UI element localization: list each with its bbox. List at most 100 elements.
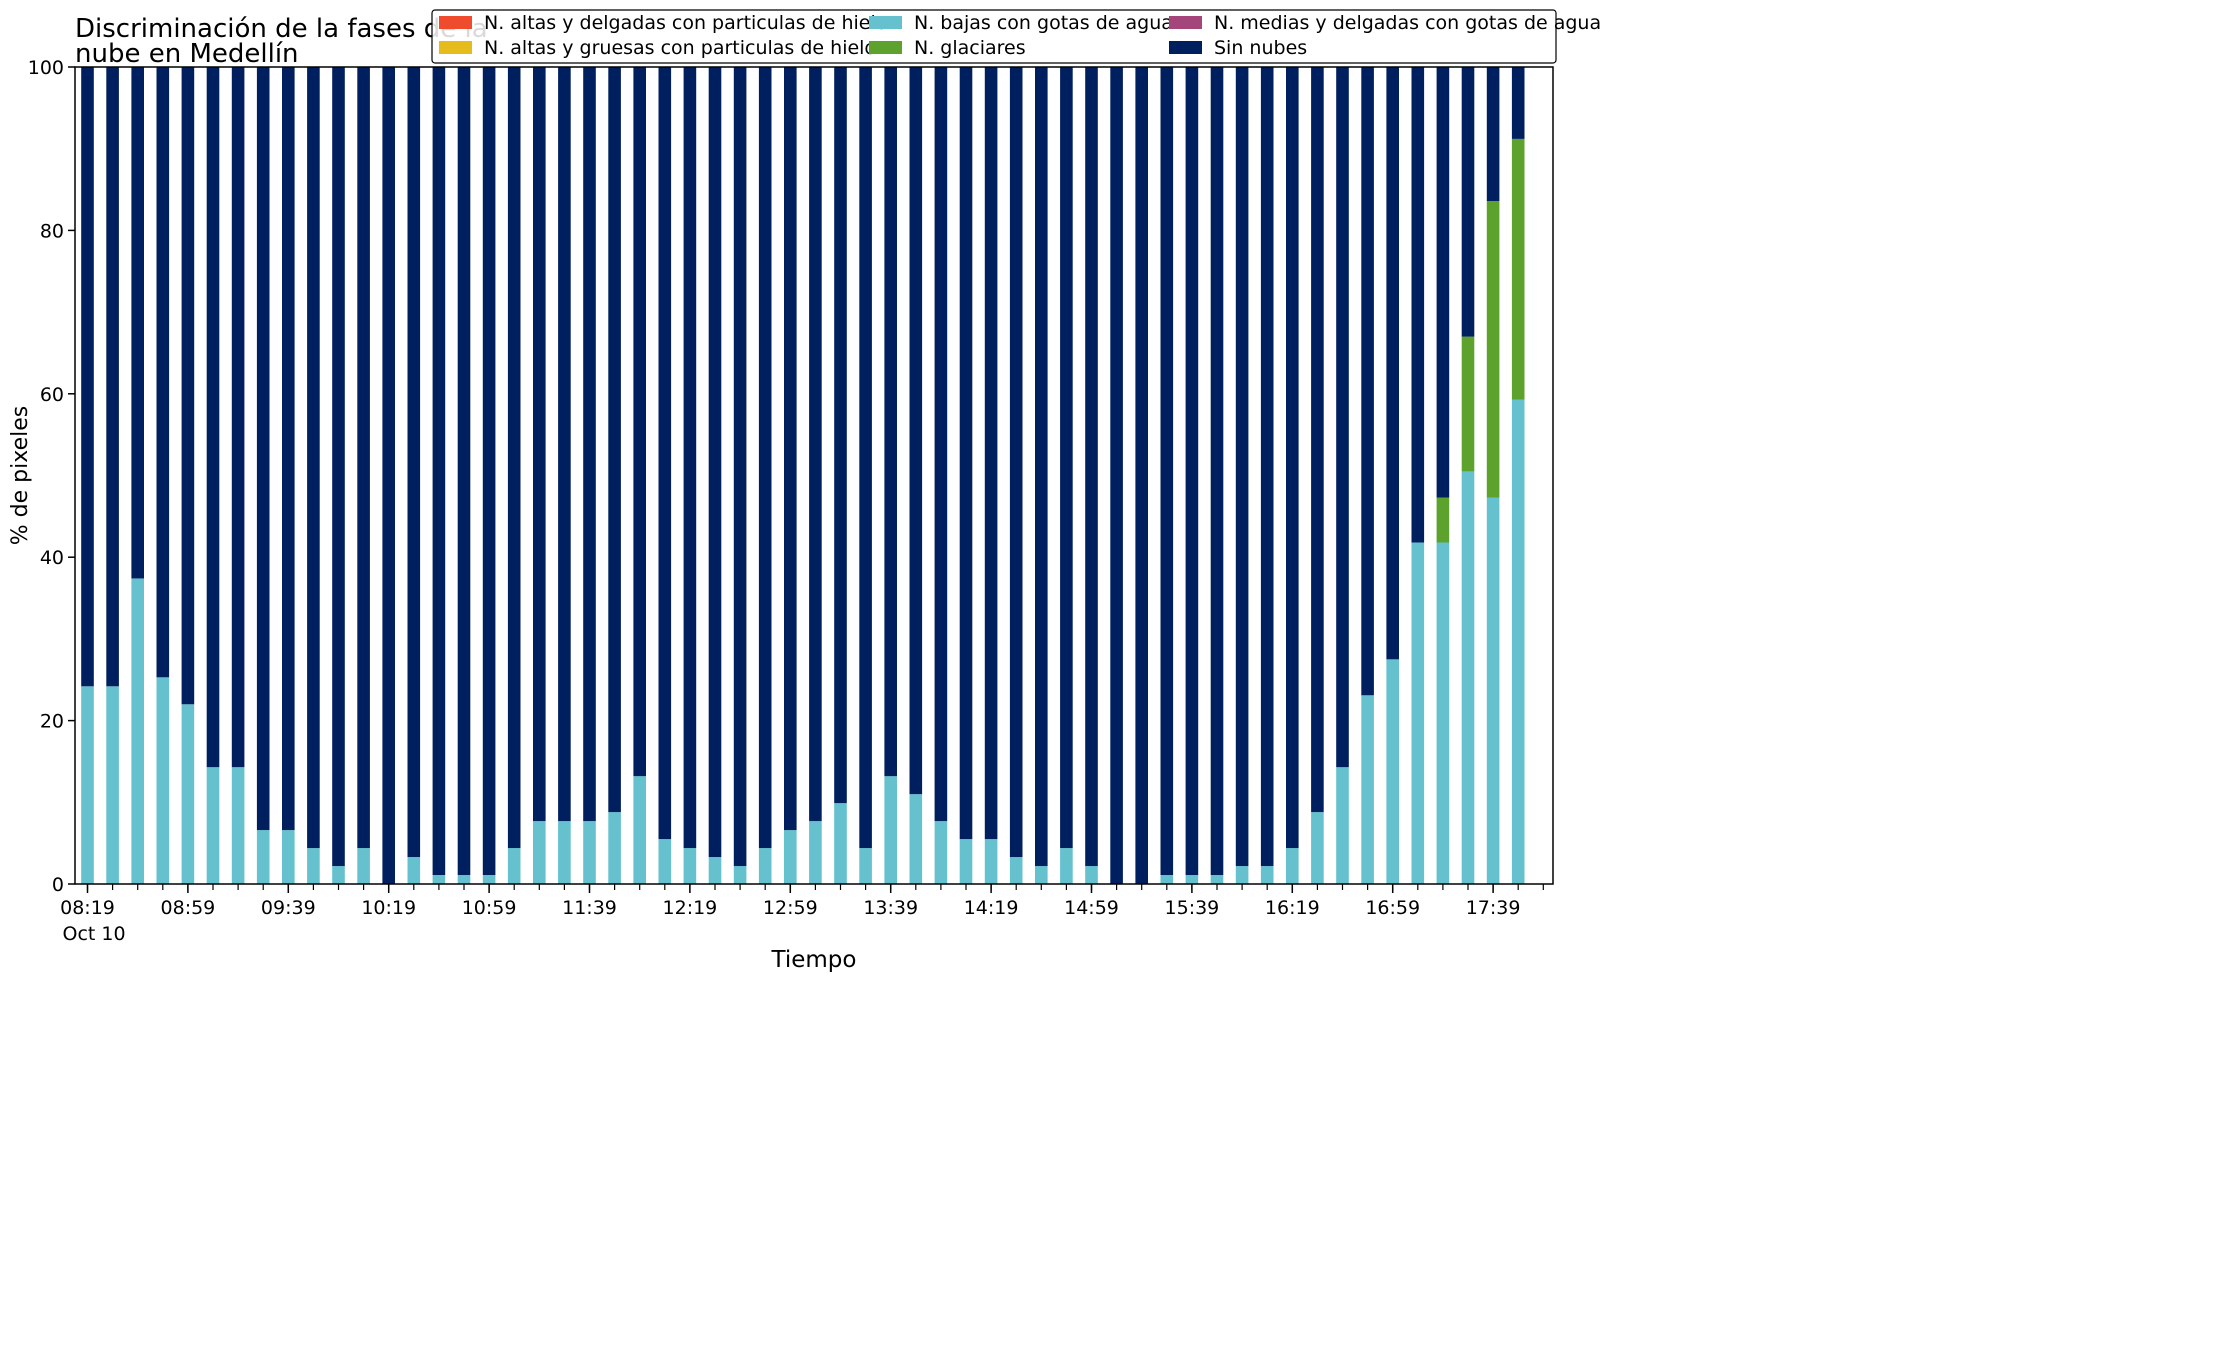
bar-sin_nubes-29	[809, 67, 822, 822]
bar-bajas-46	[1235, 866, 1249, 884]
y-axis-label: % de pixeles	[8, 406, 33, 545]
y-axis: 0 20 40 60 80 100	[28, 57, 75, 896]
bar-bajas-33	[909, 794, 923, 884]
y-tick-label-0: 0	[52, 874, 64, 896]
bar-bajas-11	[357, 848, 370, 884]
x-tick-label-7: 12:59	[763, 897, 818, 919]
bar-sin_nubes-2	[131, 67, 144, 579]
legend-entry-5: Sin nubes	[1169, 37, 1307, 59]
bar-bajas-45	[1210, 875, 1224, 884]
bar-sin_nubes-26	[733, 67, 747, 867]
bar-sin_nubes-17	[507, 67, 521, 849]
bar-sin_nubes-23	[658, 67, 672, 840]
x-tick-label-12: 16:19	[1265, 897, 1320, 919]
bar-sin_nubes-14	[432, 67, 446, 876]
bar-sin_nubes-39	[1060, 67, 1073, 849]
x-tick-label-13: 16:59	[1365, 897, 1420, 919]
legend: N. altas y delgadas con particulas de hi…	[431, 9, 1601, 64]
bar-sin_nubes-31	[859, 67, 872, 849]
bar-sin_nubes-20	[583, 67, 596, 822]
bar-sin_nubes-35	[959, 67, 973, 840]
bar-sin_nubes-55	[1461, 67, 1475, 337]
bar-bajas-15	[457, 875, 471, 884]
bar-sin_nubes-52	[1386, 67, 1399, 660]
bar-sin_nubes-11	[357, 67, 370, 849]
x-tick-label-9: 14:19	[964, 897, 1019, 919]
bar-bajas-53	[1411, 542, 1425, 884]
bar-bajas-52	[1386, 659, 1399, 884]
bar-glaciares-57	[1511, 138, 1525, 400]
bar-bajas-37	[1009, 857, 1023, 884]
bar-bajas-49	[1311, 812, 1324, 884]
bar-sin_nubes-44	[1185, 67, 1199, 876]
y-tick-label-60: 60	[40, 384, 64, 406]
bar-sin_nubes-33	[909, 67, 923, 795]
bar-bajas-4	[181, 704, 195, 884]
legend-entry-3: N. glaciares	[869, 37, 1026, 59]
bar-sin_nubes-51	[1361, 67, 1374, 696]
bar-sin_nubes-38	[1035, 67, 1048, 867]
bar-bajas-25	[708, 857, 722, 884]
bar-sin_nubes-1	[106, 67, 119, 687]
bar-bajas-16	[482, 875, 496, 884]
bar-sin_nubes-4	[181, 67, 195, 705]
bar-bajas-20	[583, 821, 596, 884]
bar-sin_nubes-49	[1311, 67, 1324, 813]
bar-sin_nubes-45	[1210, 67, 1224, 876]
bar-sin_nubes-22	[633, 67, 646, 777]
legend-swatch-4	[1169, 16, 1202, 29]
bar-bajas-28	[784, 830, 797, 884]
bar-sin_nubes-48	[1286, 67, 1299, 849]
bar-bajas-51	[1361, 695, 1374, 884]
bar-bajas-0	[81, 686, 94, 884]
y-tick-label-40: 40	[40, 547, 64, 569]
x-tick-label-4: 10:59	[462, 897, 517, 919]
x-tick-label-3: 10:19	[361, 897, 416, 919]
bar-bajas-18	[533, 821, 546, 884]
legend-label-4: N. medias y delgadas con gotas de agua	[1214, 12, 1601, 34]
bar-sin_nubes-32	[884, 67, 897, 777]
x-axis-label: Tiempo	[771, 947, 857, 973]
bar-bajas-8	[282, 830, 295, 884]
bar-sin_nubes-8	[282, 67, 295, 831]
bar-glaciares-56	[1486, 200, 1500, 498]
bar-bajas-14	[432, 875, 446, 884]
x-axis: 08:19 08:59 09:39 10:19 10:59 11:39 12:19 12:59…	[60, 884, 1544, 945]
x-tick-sublabel: Oct 10	[63, 923, 126, 945]
bar-bajas-30	[834, 803, 847, 884]
y-tick-label-20: 20	[40, 711, 64, 733]
bar-sin_nubes-12	[382, 67, 395, 884]
legend-swatch-0	[439, 16, 472, 29]
chart-title-line-0: Discriminación de la fases de la	[75, 14, 488, 44]
bar-bajas-9	[307, 848, 320, 884]
bar-bajas-43	[1160, 875, 1174, 884]
bar-sin_nubes-3	[156, 67, 170, 678]
bar-bajas-47	[1260, 866, 1274, 884]
legend-swatch-2	[869, 16, 902, 29]
bar-sin_nubes-34	[934, 67, 948, 822]
bar-bajas-24	[683, 848, 697, 884]
bar-bajas-22	[633, 776, 646, 884]
bar-sin_nubes-15	[457, 67, 471, 876]
legend-label-0: N. altas y delgadas con particulas de hi…	[484, 12, 887, 34]
legend-label-3: N. glaciares	[914, 37, 1026, 59]
bar-bajas-27	[758, 848, 772, 884]
bar-sin_nubes-47	[1260, 67, 1274, 867]
bar-sin_nubes-40	[1085, 67, 1098, 867]
bar-bajas-48	[1286, 848, 1299, 884]
bar-bajas-57	[1511, 399, 1525, 884]
legend-entry-2: N. bajas con gotas de agua	[869, 12, 1173, 34]
bar-sin_nubes-42	[1135, 67, 1148, 884]
bar-sin_nubes-53	[1411, 67, 1425, 543]
x-tick-label-6: 12:19	[663, 897, 718, 919]
bar-bajas-6	[231, 767, 245, 884]
bar-glaciares-54	[1436, 497, 1450, 543]
bar-sin_nubes-56	[1486, 67, 1500, 201]
bar-sin_nubes-9	[307, 67, 320, 849]
bar-bajas-23	[658, 839, 672, 884]
bar-sin_nubes-16	[482, 67, 496, 876]
y-tick-label-100: 100	[28, 57, 64, 79]
bar-sin_nubes-24	[683, 67, 697, 849]
bar-bajas-13	[407, 857, 421, 884]
